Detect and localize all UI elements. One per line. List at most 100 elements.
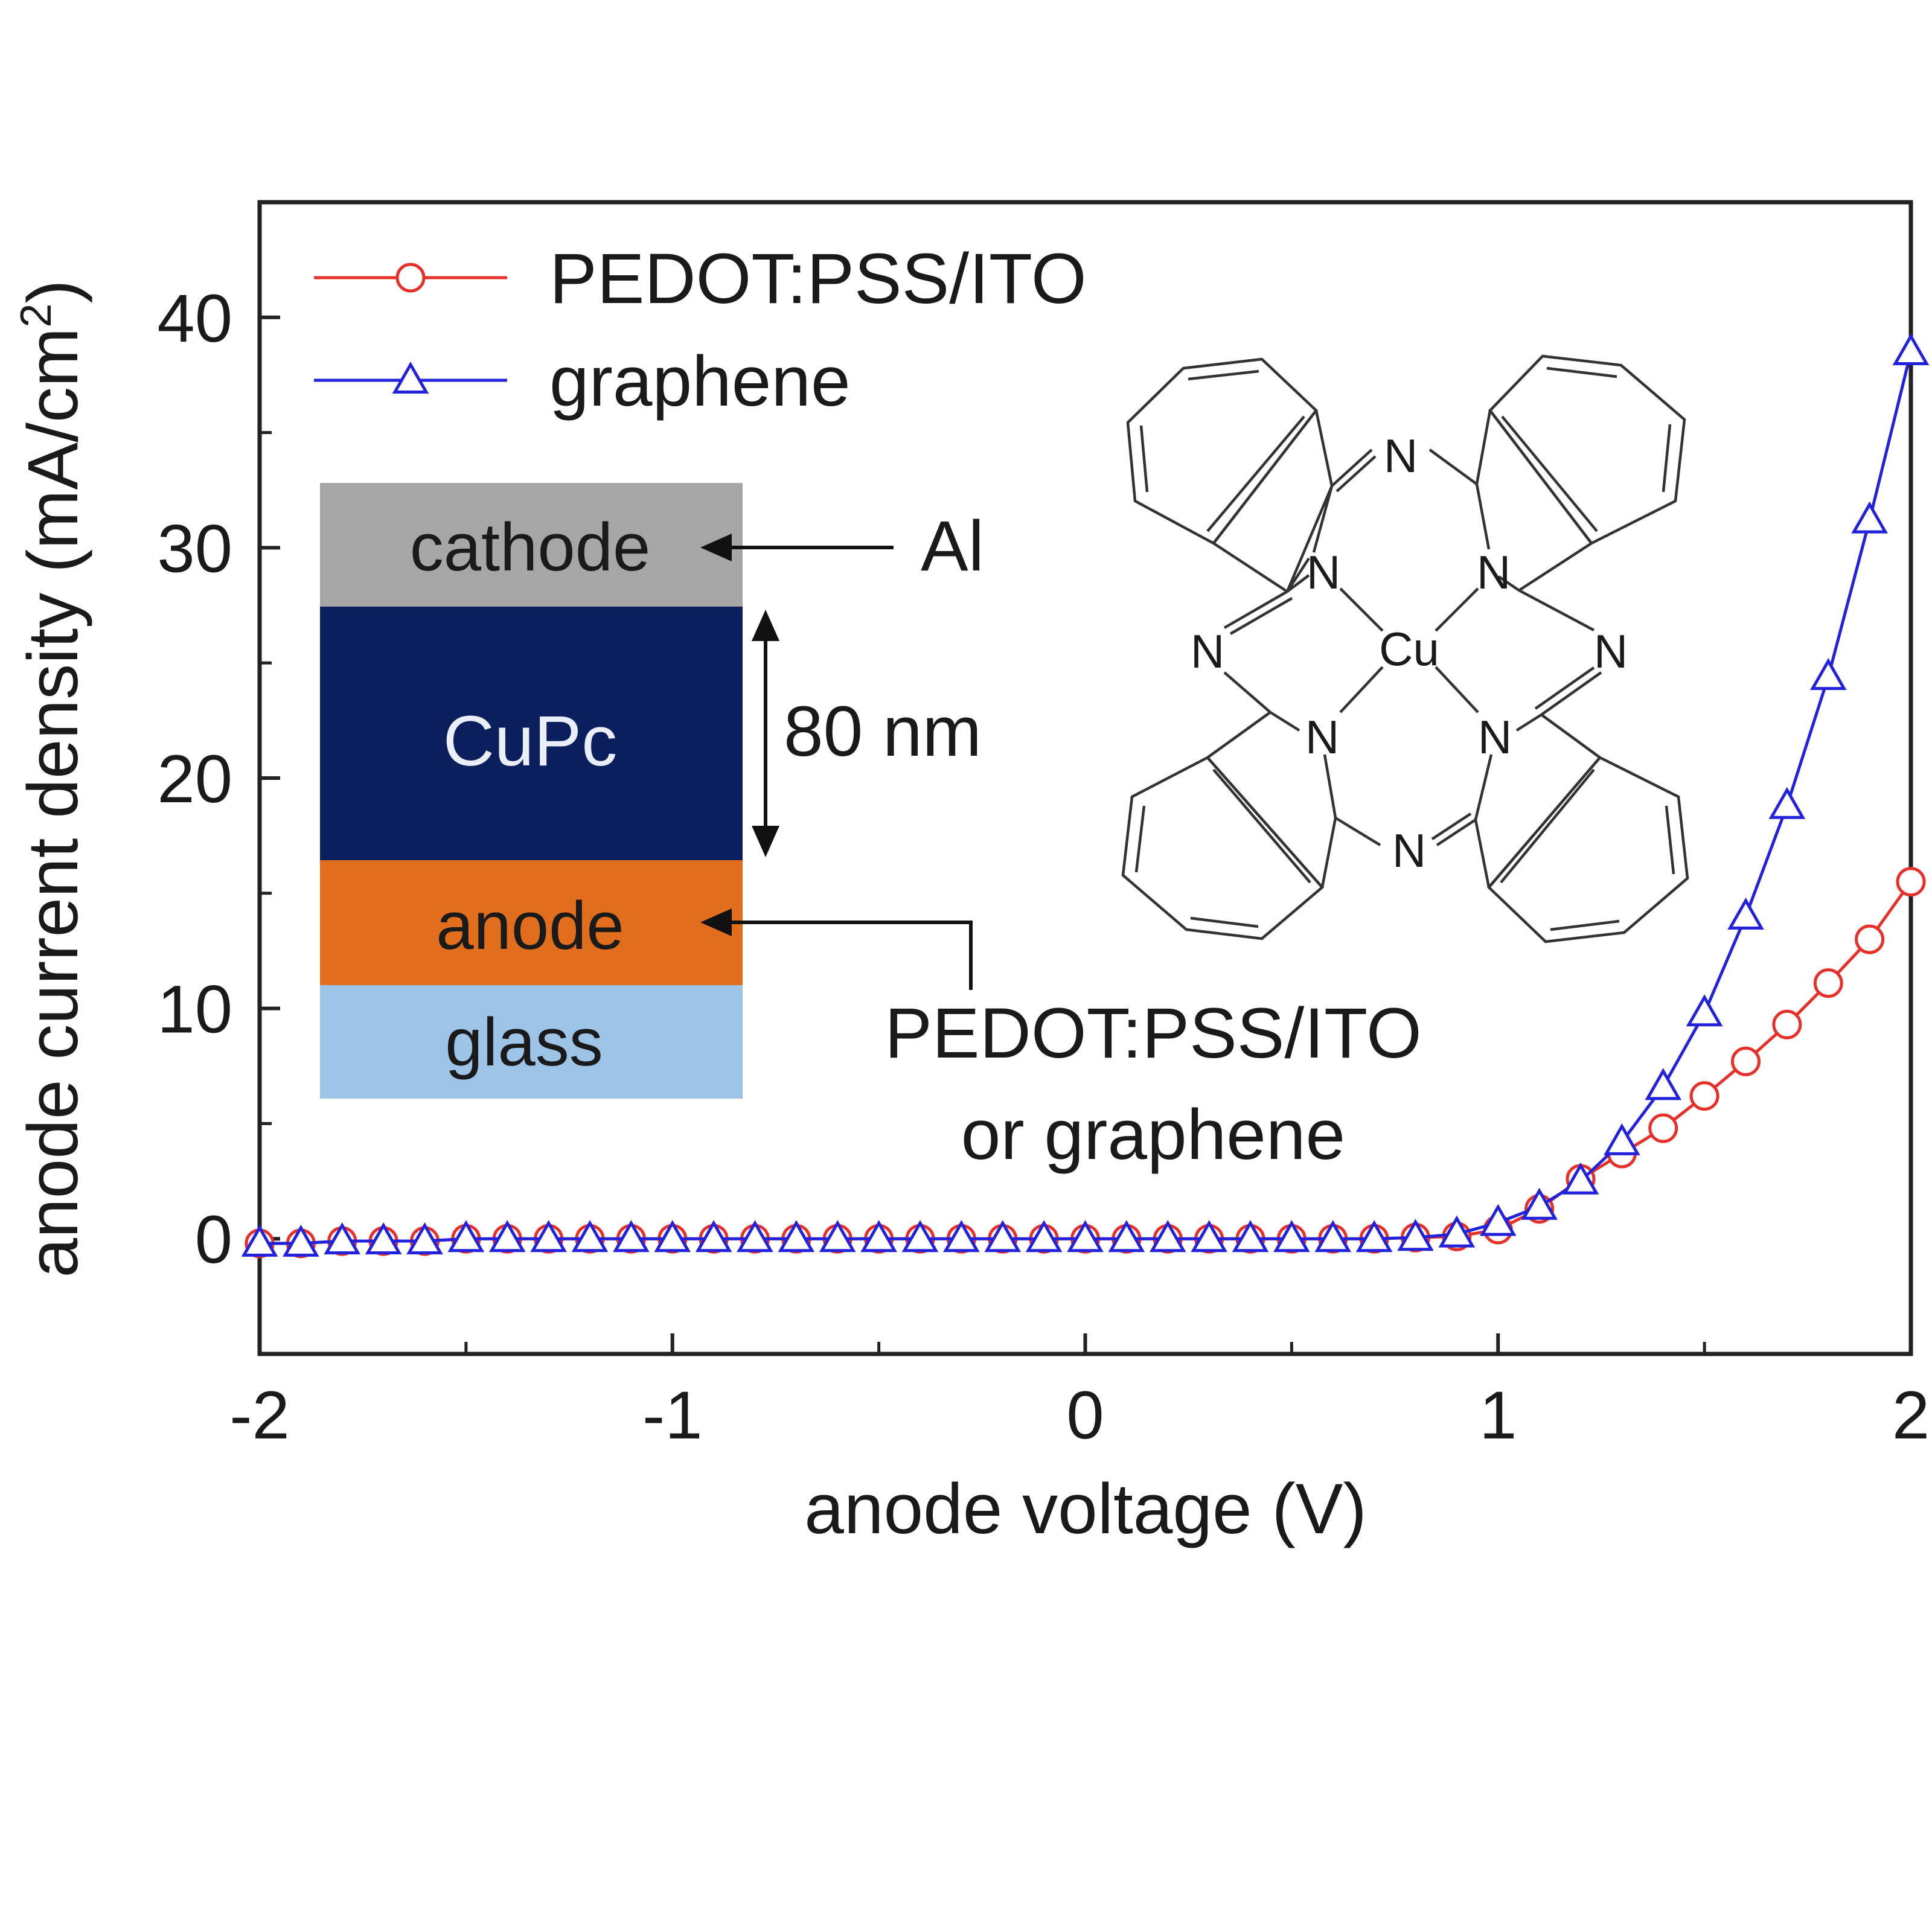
pyrrole-br-n1	[1474, 754, 1493, 820]
cupc-atom-labels: N N N N N N N N Cu	[1191, 429, 1628, 877]
data-point	[406, 1222, 443, 1255]
data-point	[488, 1220, 526, 1253]
thickness-label: 80 nm	[784, 692, 982, 771]
data-point	[1479, 1204, 1517, 1236]
layer-label-glass: glass	[445, 1004, 603, 1080]
data-point	[1772, 1009, 1802, 1039]
data-point	[283, 1224, 319, 1257]
benzene-tr-d3	[1501, 415, 1598, 532]
bond-c1-nm1	[1331, 448, 1373, 487]
x-axis-label: anode voltage (V)	[804, 1469, 1367, 1549]
x-tick-label: 0	[1066, 1377, 1104, 1453]
pyrrole-tl-a	[1314, 410, 1334, 487]
data-point	[819, 1220, 856, 1253]
pyrrole-bl-a	[1320, 817, 1337, 888]
plot-series	[241, 333, 1930, 1259]
y-axis-label-sup: 2	[12, 304, 60, 328]
pyrrole-tl-n2	[1286, 574, 1310, 593]
x-tick-label: 1	[1479, 1377, 1517, 1453]
cathode-material-label: Al	[921, 506, 984, 586]
anode-material-label-line2: or graphene	[961, 1095, 1345, 1175]
pyrrole-br-a	[1474, 819, 1491, 888]
pyrrole-br-b	[1540, 713, 1601, 759]
data-point	[447, 1220, 485, 1253]
thickness-arrow-head-top	[752, 610, 779, 641]
atom-n-right: N	[1594, 625, 1628, 678]
data-point	[1809, 658, 1847, 691]
data-point	[1648, 1113, 1678, 1143]
benzene-top-right	[1488, 354, 1686, 545]
axis-ticks	[258, 315, 1913, 1354]
atom-n-inner-tl: N	[1307, 546, 1340, 599]
data-point	[324, 1222, 361, 1255]
cu-bond-tl	[1339, 587, 1384, 632]
data-point	[1149, 1220, 1186, 1253]
pyrrole-tl-b	[1212, 542, 1288, 593]
layer-label-anode: anode	[436, 888, 624, 963]
x-tick-label: -2	[229, 1377, 290, 1453]
benzene-br-d1	[1550, 919, 1620, 931]
bond-nm1-c2	[1428, 448, 1478, 485]
atom-n-inner-tr: N	[1477, 546, 1511, 599]
anode-arrow	[724, 921, 973, 990]
benzene-tr-d2	[1662, 424, 1672, 493]
benzene-top-left	[1126, 357, 1319, 545]
legend-marker	[395, 263, 426, 293]
bond-c1-nm1-double	[1335, 455, 1377, 493]
device-stack-inset: cathode CuPc anode glass Al 80 nm PEDOT:…	[320, 483, 1422, 1175]
benzene-br-d2	[1665, 805, 1675, 875]
pyrrole-bl-n2	[1269, 711, 1300, 732]
layer-anode	[320, 860, 743, 985]
bond-nm4-c8-double	[1229, 597, 1293, 635]
y-axis-label-close: )	[13, 279, 93, 303]
anode-arrow-head	[700, 908, 732, 936]
bond-nm2-c4-double	[1534, 666, 1595, 710]
y-tick-label: 10	[157, 972, 232, 1047]
x-tick-label: 2	[1892, 1377, 1930, 1453]
bond-c5-nm3	[1436, 819, 1477, 846]
benzene-tl-d1	[1188, 369, 1259, 381]
data-point	[1768, 787, 1806, 819]
data-point	[984, 1220, 1022, 1253]
legend-marker	[392, 361, 429, 394]
bond-c5-nm3-double	[1431, 812, 1472, 840]
data-point	[654, 1220, 691, 1253]
benzene-tl-d3	[1206, 415, 1305, 532]
benzene-bottom-right	[1486, 756, 1689, 943]
bond-nm4-c8	[1223, 590, 1288, 629]
data-point	[1892, 333, 1930, 366]
legend-sample-graphene	[314, 361, 507, 394]
data-point	[1562, 1162, 1599, 1195]
bond-c7-nm4	[1223, 671, 1271, 713]
data-point	[1727, 897, 1764, 930]
atom-n-top: N	[1384, 429, 1418, 482]
cupc-molecule-structure	[1121, 354, 1689, 943]
layer-glass	[320, 985, 743, 1099]
atom-n-inner-br: N	[1478, 710, 1512, 764]
data-point	[1896, 867, 1926, 897]
layer-label-cupc: CuPc	[443, 701, 618, 781]
data-point	[1314, 1220, 1352, 1253]
pyrrole-tr-n1	[1475, 484, 1491, 550]
thickness-arrow-head-bottom	[752, 826, 779, 857]
data-point	[695, 1220, 732, 1253]
legend-sample-pedot	[314, 263, 507, 293]
benzene-bl-d3	[1212, 768, 1311, 884]
data-point	[778, 1220, 815, 1253]
pyrrole-bl-b	[1206, 711, 1271, 759]
y-axis-label-main: anode current density (mA/cm	[13, 328, 93, 1278]
data-point	[530, 1220, 567, 1253]
legend-label-pedot: PEDOT:PSS/ITO	[549, 239, 1087, 319]
pyrrole-br-n2	[1515, 713, 1543, 732]
cathode-arrow-head	[700, 534, 732, 561]
y-axis-label: anode current density (mA/cm2)	[12, 279, 93, 1277]
bond-nm2-c4	[1540, 671, 1602, 716]
data-point	[1731, 1046, 1761, 1076]
y-tick-label: 20	[157, 741, 232, 817]
pyrrole-tl-n1	[1312, 485, 1334, 553]
y-tick-label: 30	[157, 511, 232, 586]
data-point	[1438, 1215, 1476, 1248]
data-point	[571, 1220, 609, 1253]
